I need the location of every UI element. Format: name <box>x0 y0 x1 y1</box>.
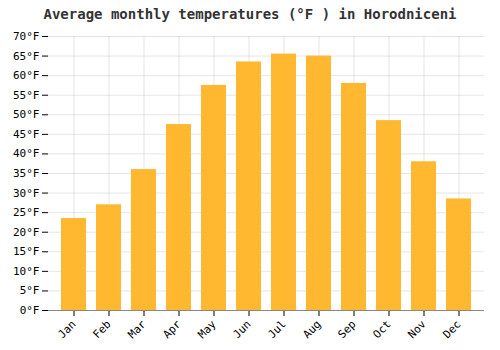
svg-text:Jun: Jun <box>230 318 253 341</box>
svg-text:Dec: Dec <box>440 318 463 341</box>
svg-text:Jan: Jan <box>55 318 78 341</box>
svg-text:60°F: 60°F <box>13 69 40 82</box>
svg-text:20°F: 20°F <box>13 226 40 239</box>
svg-text:50°F: 50°F <box>13 108 40 121</box>
svg-text:10°F: 10°F <box>13 265 40 278</box>
svg-text:65°F: 65°F <box>13 50 40 63</box>
svg-text:30°F: 30°F <box>13 187 40 200</box>
svg-text:5°F: 5°F <box>20 284 40 297</box>
svg-text:Nov: Nov <box>405 317 429 341</box>
svg-text:40°F: 40°F <box>13 147 40 160</box>
svg-text:35°F: 35°F <box>13 167 40 180</box>
svg-text:Apr: Apr <box>160 317 184 341</box>
svg-text:55°F: 55°F <box>13 89 40 102</box>
svg-text:Feb: Feb <box>90 318 113 341</box>
html-text:Average monthly temperatures (: Average monthly temperatures (°F ) in Ho… <box>43 6 457 22</box>
svg-text:Oct: Oct <box>370 318 393 341</box>
svg-text:May: May <box>195 317 219 341</box>
svg-text:Jul: Jul <box>265 318 288 341</box>
svg-text:Sep: Sep <box>335 318 358 341</box>
svg-text:25°F: 25°F <box>13 206 40 219</box>
svg-text:Aug: Aug <box>300 318 323 341</box>
svg-text:15°F: 15°F <box>13 245 40 258</box>
svg-text:45°F: 45°F <box>13 128 40 141</box>
svg-text:0°F: 0°F <box>20 304 40 317</box>
svg-text:Mar: Mar <box>125 317 149 341</box>
svg-text:70°F: 70°F <box>13 30 40 43</box>
